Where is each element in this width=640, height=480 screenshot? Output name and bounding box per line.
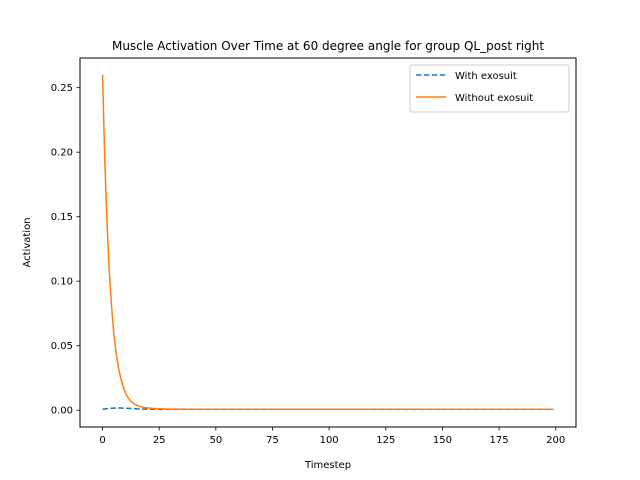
y-tick-label: 0.00 xyxy=(51,406,73,417)
x-tick-label: 200 xyxy=(546,435,565,446)
x-tick-label: 175 xyxy=(490,435,509,446)
x-tick-label: 0 xyxy=(99,435,105,446)
y-tick-label: 0.25 xyxy=(51,83,73,94)
series-layer xyxy=(101,74,554,411)
legend-label-without-exosuit: Without exosuit xyxy=(455,93,533,104)
y-axis: 0.00 0.05 0.10 0.15 0.20 0.25 xyxy=(51,83,80,417)
plot-frame xyxy=(79,57,577,428)
x-tick-label: 150 xyxy=(433,435,452,446)
x-tick-label: 50 xyxy=(209,435,222,446)
y-tick-label: 0.20 xyxy=(51,148,73,159)
chart-title: Muscle Activation Over Time at 60 degree… xyxy=(112,39,544,53)
series-line-without-exosuit xyxy=(101,74,554,410)
legend-frame xyxy=(409,64,570,113)
x-axis-label: Timestep xyxy=(304,460,351,471)
x-tick-label: 100 xyxy=(320,435,339,446)
y-axis-label: Activation xyxy=(22,217,33,267)
y-tick-label: 0.05 xyxy=(51,341,73,352)
x-axis: 0 25 50 75 100 125 150 175 200 xyxy=(99,427,565,446)
y-tick-label: 0.15 xyxy=(51,212,73,223)
x-tick-label: 75 xyxy=(266,435,279,446)
x-tick-label: 125 xyxy=(376,435,395,446)
legend-label-with-exosuit: With exosuit xyxy=(455,71,517,82)
plot-area xyxy=(79,57,577,428)
legend: With exosuit Without exosuit xyxy=(409,64,570,113)
y-tick-label: 0.10 xyxy=(51,277,73,288)
x-tick-label: 25 xyxy=(153,435,166,446)
